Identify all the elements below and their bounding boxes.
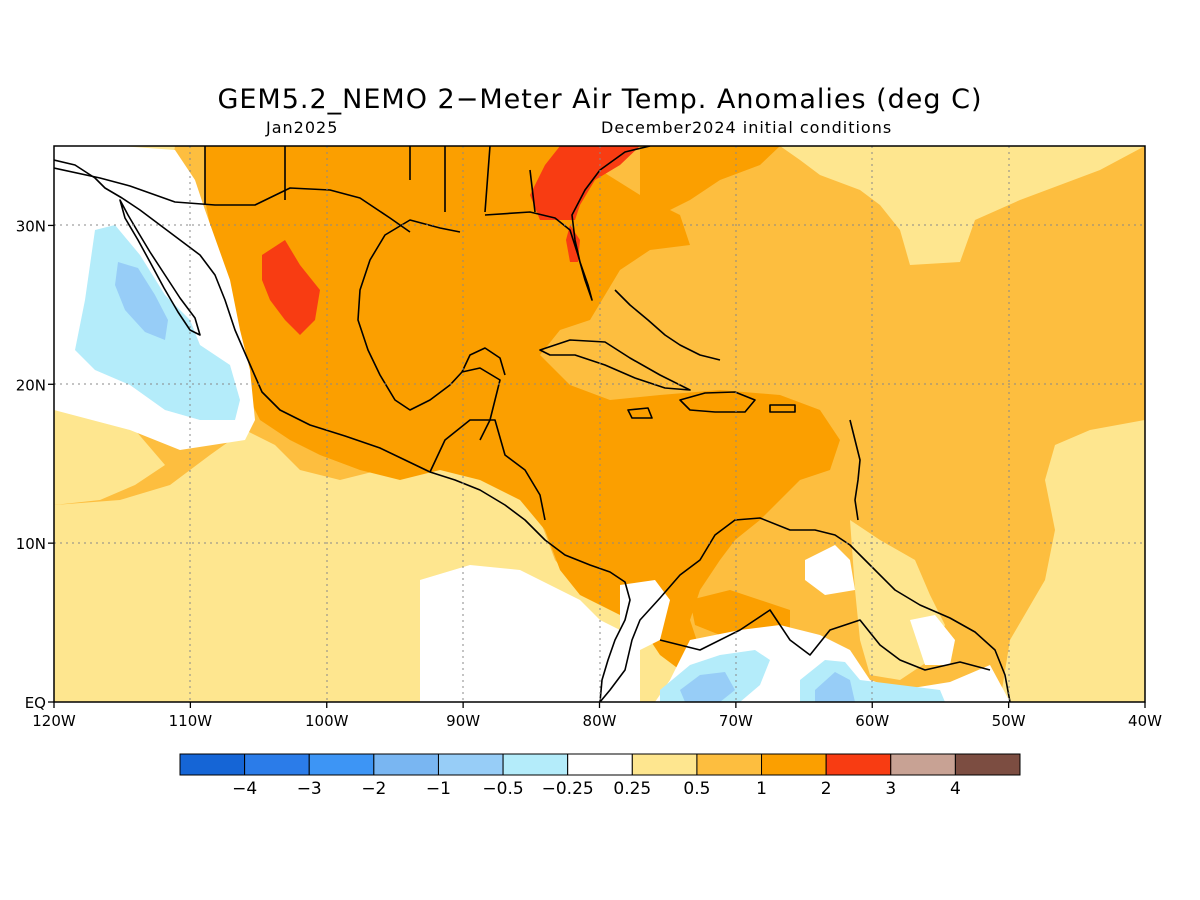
cool-core-baja (115, 262, 168, 340)
x-tick-label: 110W (169, 712, 213, 730)
x-tick-label: 100W (305, 712, 349, 730)
jamaica (627, 407, 653, 419)
graticule (54, 146, 1145, 702)
forecast-month: Jan2025 (266, 118, 339, 137)
y-axis: 30N 20N 10N EQ (16, 217, 54, 712)
x-tick-label: 120W (32, 712, 76, 730)
south-america-north-coast (599, 517, 1011, 702)
y-tick-label: 10N (16, 535, 46, 553)
colorbar-swatch (373, 753, 439, 776)
puerto-rico (769, 404, 796, 413)
colorbar-label: 0.25 (613, 779, 651, 799)
colorbar-swatch (761, 753, 827, 776)
colorbar-label: 1 (756, 779, 767, 799)
us-border (54, 167, 411, 233)
y-tick-label: 20N (16, 376, 46, 394)
colorbar-label: 4 (950, 779, 961, 799)
light-band-northeast-atlantic (780, 146, 1145, 265)
pacific-coast-north-america (54, 159, 631, 702)
colorbar: −4 −3 −2 −1 −0.5 −0.25 0.25 0.5 1 2 3 4 (179, 753, 1021, 799)
colorbar-swatch (308, 753, 375, 776)
x-tick-label: 60W (855, 712, 889, 730)
x-tick-label: 70W (719, 712, 753, 730)
x-tick-label: 80W (583, 712, 617, 730)
colorbar-label: −4 (232, 779, 257, 799)
colorbar-swatch (954, 753, 1021, 776)
hispaniola (679, 391, 756, 413)
coastlines (54, 146, 1011, 702)
gulf-of-mexico-coast (357, 219, 501, 441)
colorbar-label: −3 (297, 779, 322, 799)
colorbar-label: −0.25 (542, 779, 594, 799)
y-tick-label: 30N (16, 217, 46, 235)
strong-band-northeast (640, 146, 780, 215)
colorbar-swatch (696, 753, 763, 776)
florida (484, 146, 651, 301)
cool-core-amazon-east (815, 672, 855, 702)
x-tick-label: 90W (446, 712, 480, 730)
baja-peninsula (119, 199, 201, 336)
light-band-east-atlantic (1000, 420, 1145, 702)
mexico-states (204, 146, 536, 213)
bahamas (614, 289, 721, 361)
map-title: GEM5.2_NEMO 2−Meter Air Temp. Anomalies … (217, 84, 983, 115)
colorbar-label: 3 (885, 779, 896, 799)
light-band-east-pacific (54, 410, 165, 505)
max-anomaly-southeast-us (530, 146, 640, 220)
colorbar-label: −1 (426, 779, 451, 799)
colorbar-swatch (825, 753, 892, 776)
x-axis: 120W 110W 100W 90W 80W 70W 60W 50W 40W (32, 702, 1162, 730)
colorbar-label: 2 (821, 779, 832, 799)
colorbar-swatch (179, 753, 246, 776)
x-tick-label: 50W (992, 712, 1026, 730)
initial-conditions-label: December2024 initial conditions (601, 118, 893, 137)
colorbar-swatch (631, 753, 698, 776)
colorbar-swatch (567, 753, 633, 776)
colorbar-label: 0.5 (683, 779, 710, 799)
colorbar-label: −0.5 (482, 779, 523, 799)
neutral-guiana-coast (910, 615, 955, 665)
lesser-antilles (849, 419, 861, 521)
neutral-guiana-north (805, 545, 855, 595)
max-anomaly-mexico (262, 240, 320, 335)
cuba (539, 339, 691, 391)
colorbar-label: −2 (361, 779, 386, 799)
colorbar-swatch (890, 753, 956, 776)
central-america-borders (429, 419, 546, 521)
colorbar-swatch (502, 753, 569, 776)
south-america-borders (659, 609, 991, 671)
yucatan (461, 347, 506, 376)
colorbar-swatch (437, 753, 504, 776)
y-tick-label: EQ (25, 694, 46, 712)
colorbar-swatch (244, 753, 310, 776)
x-tick-label: 40W (1128, 712, 1162, 730)
cool-core-amazon (680, 672, 735, 702)
neutral-south-pacific (420, 565, 640, 702)
